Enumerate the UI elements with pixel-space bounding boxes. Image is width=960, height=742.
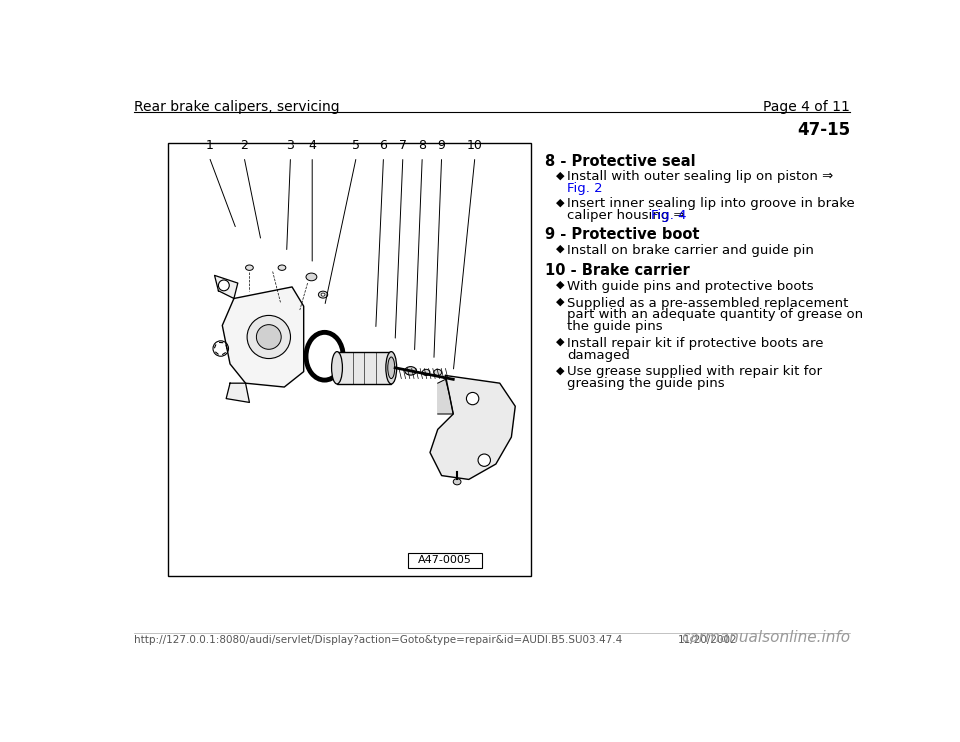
Text: 1: 1 [205, 139, 213, 152]
Text: greasing the guide pins: greasing the guide pins [567, 378, 725, 390]
Text: 11/20/2002: 11/20/2002 [678, 635, 737, 645]
Text: Fig. 4: Fig. 4 [651, 209, 686, 222]
Ellipse shape [386, 352, 396, 384]
Ellipse shape [405, 367, 417, 375]
Text: ◆: ◆ [556, 197, 564, 207]
Text: Install on brake carrier and guide pin: Install on brake carrier and guide pin [567, 244, 814, 257]
Polygon shape [223, 287, 303, 387]
Ellipse shape [453, 479, 461, 485]
Ellipse shape [388, 357, 395, 378]
Text: A47-0005: A47-0005 [419, 555, 472, 565]
Circle shape [478, 454, 491, 466]
Text: ◆: ◆ [556, 337, 564, 347]
Text: ◆: ◆ [556, 297, 564, 306]
Text: 8: 8 [419, 139, 426, 152]
Polygon shape [227, 383, 250, 402]
Text: 8 - Protective seal: 8 - Protective seal [544, 154, 695, 168]
Text: 9 - Protective boot: 9 - Protective boot [544, 227, 699, 242]
Text: 4: 4 [308, 139, 316, 152]
Text: 6: 6 [379, 139, 388, 152]
Text: ◆: ◆ [556, 280, 564, 290]
Circle shape [467, 393, 479, 404]
Text: Rear brake calipers, servicing: Rear brake calipers, servicing [134, 100, 340, 114]
Text: Fig. 2: Fig. 2 [567, 183, 603, 195]
Polygon shape [430, 375, 516, 479]
Text: the guide pins: the guide pins [567, 321, 662, 333]
Text: ◆: ◆ [556, 170, 564, 180]
Text: Insert inner sealing lip into groove in brake: Insert inner sealing lip into groove in … [567, 197, 855, 210]
Text: Page 4 of 11: Page 4 of 11 [763, 100, 850, 114]
Ellipse shape [422, 370, 430, 375]
Ellipse shape [331, 352, 343, 384]
Text: 7: 7 [398, 139, 407, 152]
Circle shape [219, 280, 229, 291]
Text: 2: 2 [240, 139, 248, 152]
Text: 47-15: 47-15 [797, 122, 850, 139]
Ellipse shape [434, 370, 442, 375]
Ellipse shape [306, 273, 317, 280]
Ellipse shape [321, 293, 325, 296]
Text: ◆: ◆ [556, 244, 564, 254]
Text: Install with outer sealing lip on piston ⇒: Install with outer sealing lip on piston… [567, 170, 833, 183]
Text: carmanualsonline.info: carmanualsonline.info [681, 630, 850, 645]
Text: Use grease supplied with repair kit for: Use grease supplied with repair kit for [567, 366, 822, 378]
Ellipse shape [278, 265, 286, 270]
Text: part with an adequate quantity of grease on: part with an adequate quantity of grease… [567, 309, 863, 321]
Text: damaged: damaged [567, 349, 630, 362]
Circle shape [247, 315, 291, 358]
Text: 10: 10 [467, 139, 483, 152]
Text: 9: 9 [438, 139, 445, 152]
Polygon shape [214, 275, 238, 298]
Text: 3: 3 [287, 139, 295, 152]
Text: Supplied as a pre-assembled replacement: Supplied as a pre-assembled replacement [567, 297, 849, 309]
Text: caliper housing ⇒: caliper housing ⇒ [567, 209, 689, 222]
Text: 5: 5 [352, 139, 360, 152]
Bar [408, 553, 482, 568]
Bar [168, 143, 531, 576]
Text: 10 - Brake carrier: 10 - Brake carrier [544, 263, 689, 278]
Ellipse shape [246, 265, 253, 270]
Text: Install repair kit if protective boots are: Install repair kit if protective boots a… [567, 337, 824, 350]
Bar [337, 352, 392, 384]
Text: With guide pins and protective boots: With guide pins and protective boots [567, 280, 814, 293]
Circle shape [256, 325, 281, 349]
Text: ◆: ◆ [556, 366, 564, 375]
Polygon shape [438, 379, 453, 414]
Ellipse shape [319, 291, 327, 298]
Text: http://127.0.0.1:8080/audi/servlet/Display?action=Goto&type=repair&id=AUDI.B5.SU: http://127.0.0.1:8080/audi/servlet/Displ… [134, 635, 622, 645]
